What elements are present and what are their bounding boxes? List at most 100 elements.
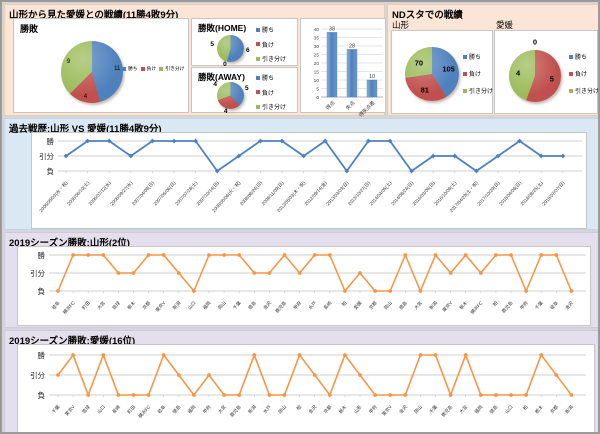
pie-slice-label: 4 [516,68,521,78]
legend-swatch [569,71,573,76]
panel-season-yamagata-title: 2019シーズン勝敗:山形(2位) [9,238,130,249]
x-tick-label: 岡山 [382,299,394,311]
data-point-marker [403,393,408,397]
x-tick-label: 長崎 [111,403,123,415]
pie [216,81,244,109]
legend-label: 負け [262,42,275,49]
panel-nd-stadium-title: NDスタでの戦績 [392,10,463,21]
legend-label: 勝ち [262,28,275,34]
data-point-marker [237,253,242,257]
pie-slice-label: 5 [549,74,554,84]
x-tick-label: 得点 [324,99,336,111]
x-tick-label: 栃木 [337,403,349,415]
x-tick-label: 大宮 [413,299,425,311]
data-point-marker [267,271,272,275]
x-tick-label: 金沢 [564,299,576,311]
x-tick-label: 新潟 [246,403,258,415]
x-tick-label: 京都 [367,299,379,311]
x-tick-label: 岡山 [413,403,425,415]
pie [405,47,459,101]
x-tick-label: 柏 [491,299,500,307]
legend-swatch [140,66,145,71]
x-tick-label: 2018/08/25(土) [519,179,544,206]
legend-label: 勝ち [128,67,138,72]
data-point-marker [388,393,393,397]
data-point-marker [116,271,121,275]
legend-label: 勝ち [575,55,588,61]
legend-swatch [256,104,260,109]
x-tick-label: 甲府 [518,299,530,311]
data-point-marker [222,393,227,397]
legend-item: 勝ち [569,52,598,61]
x-tick-label: 2012/09/14(金) [303,179,328,206]
data-point-marker [358,271,362,275]
pie-slice-label: 5 [210,41,215,49]
data-point-marker [193,138,199,144]
x-tick-label: 柏 [521,403,530,411]
bar [366,79,378,98]
data-point-marker [207,253,211,257]
data-point-marker [131,393,136,397]
x-tick-label: 2016/10/08(土) [433,179,458,206]
x-tick-label: 徳島 [488,403,500,415]
data-point-marker [473,168,479,174]
goals-bar-svg: 0 5 10 15 20 25 30 35 40 38 得点 28 失点 10 得失点差 [314,26,383,119]
legend-item: 勝ち [122,65,138,72]
y-axis-label: 勝 [47,136,55,146]
x-tick-label: 福岡 [186,403,198,415]
data-point-marker [282,253,287,257]
season-yamagata-chart-box: 勝引分負岐阜 横浜FC 町田 大宮 琉球 栃木 京都 東京V 新潟 山口 福岡 岡山 千葉 徳島 金沢 鹿児島… [17,246,591,326]
away-pie-legend: 勝ち 負け 引き分け [256,73,286,111]
data-point-marker [452,153,458,159]
legend-item: 勝ち [463,52,493,61]
data-point-marker [116,393,121,397]
x-tick-label: 柏 [295,403,304,411]
x-tick-label: 京都 [322,403,334,415]
data-point-marker [365,138,371,144]
x-tick-label: 新潟 [428,299,440,311]
legend-item: 引き分け [463,86,493,95]
data-point-marker [237,393,242,397]
data-point-marker [252,353,257,357]
y-axis-tick: 25 [314,52,320,58]
x-tick-label: 2019/07/07(日) [541,180,566,207]
x-tick-label: 水戸 [307,299,319,311]
x-tick-label: 東京V [441,299,455,313]
data-point-marker [343,289,347,293]
legend-swatch [122,66,126,71]
data-point-marker [494,393,498,397]
x-tick-label: 福岡 [473,403,485,415]
x-tick-label: 山口 [503,403,515,415]
y-axis-tick: 5 [316,86,319,92]
legend-swatch [256,75,260,80]
x-tick-label: 金沢 [262,299,274,311]
data-point-marker [327,253,332,257]
legend-item: 引き分け [569,86,598,95]
x-tick-label: 栃木 [458,299,470,311]
legend-item: 引き分け [159,65,184,72]
x-tick-label: 徳島 [246,299,258,311]
legend-swatch [569,88,573,93]
data-point-marker [86,393,91,397]
x-tick-label: 2006/05/03(水・祝) [38,179,70,214]
x-tick-label: 栃木 [126,299,138,311]
data-point-marker [554,373,559,377]
x-tick-label: 柏 [340,299,349,307]
data-point-marker [176,271,181,275]
x-tick-label: 岡山 [277,403,289,415]
legend-label: 引き分け [165,67,185,72]
x-tick-label: 鹿児島 [440,403,455,418]
bar [346,49,358,98]
x-tick-label: 2007/07/28(土) [173,179,198,206]
bar-value-label: 10 [369,74,375,80]
pie-slice-label: 105 [442,64,455,74]
data-point-marker [101,253,106,257]
y-axis-label: 勝 [38,250,46,260]
legend-item: 負け [463,69,493,78]
legend-swatch [463,54,467,59]
data-point-marker [509,393,513,397]
x-tick-label: 町田 [81,300,92,311]
x-tick-label: 山口 [186,299,198,311]
